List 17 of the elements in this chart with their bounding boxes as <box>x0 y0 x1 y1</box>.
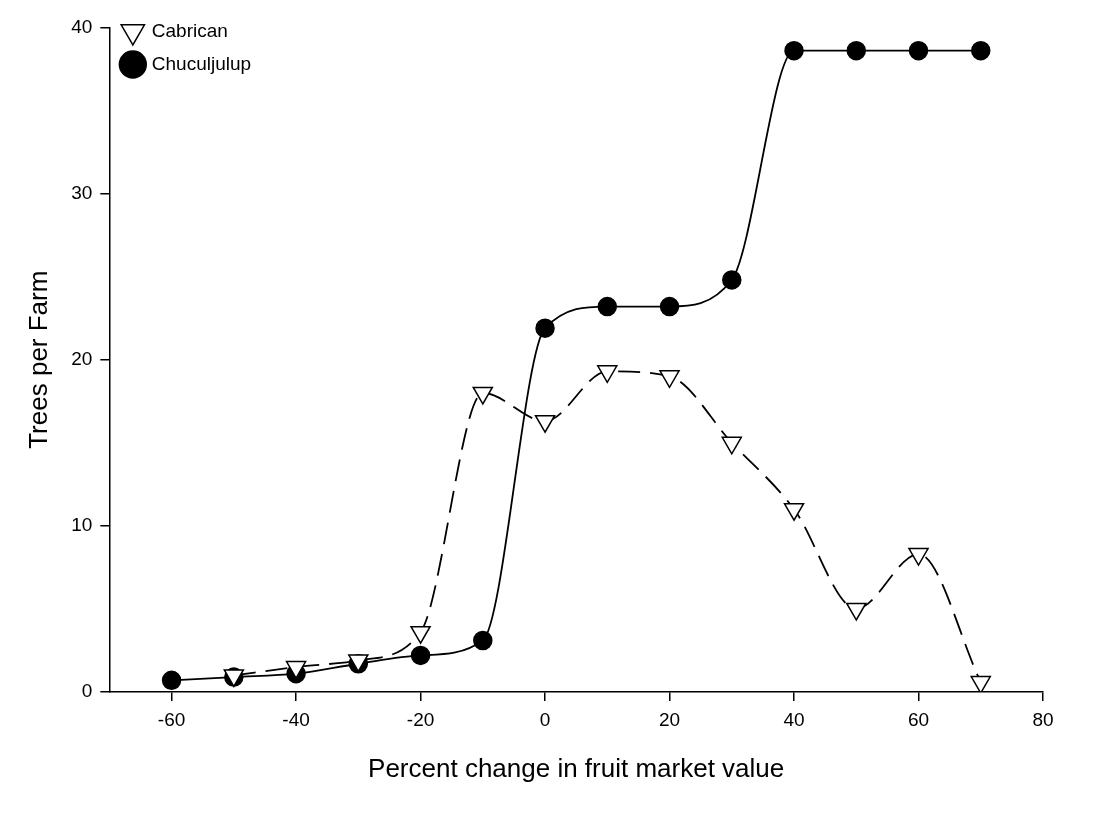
x-tick-label: 0 <box>539 708 551 730</box>
x-tick-label: 60 <box>907 708 930 730</box>
x-tick-label: -60 <box>157 708 186 730</box>
x-tick-label: -20 <box>406 708 435 730</box>
y-tick-label: 40 <box>71 15 93 37</box>
x-tick-label: 40 <box>783 708 805 730</box>
y-tick-label: 20 <box>71 347 93 369</box>
y-tick-label: 10 <box>71 514 93 536</box>
x-tick-label: 20 <box>658 708 681 730</box>
legend-label: Cabrican <box>151 19 228 41</box>
x-tick-label: -40 <box>282 708 310 730</box>
legend-label: Chuculjulup <box>151 52 252 74</box>
y-axis-title: Trees per Farm <box>22 270 53 449</box>
y-tick-label: 30 <box>71 181 93 203</box>
x-axis-title: Percent change in fruit market value <box>368 752 785 783</box>
x-tick-label: 80 <box>1032 708 1054 730</box>
y-tick-label: 0 <box>81 680 93 702</box>
